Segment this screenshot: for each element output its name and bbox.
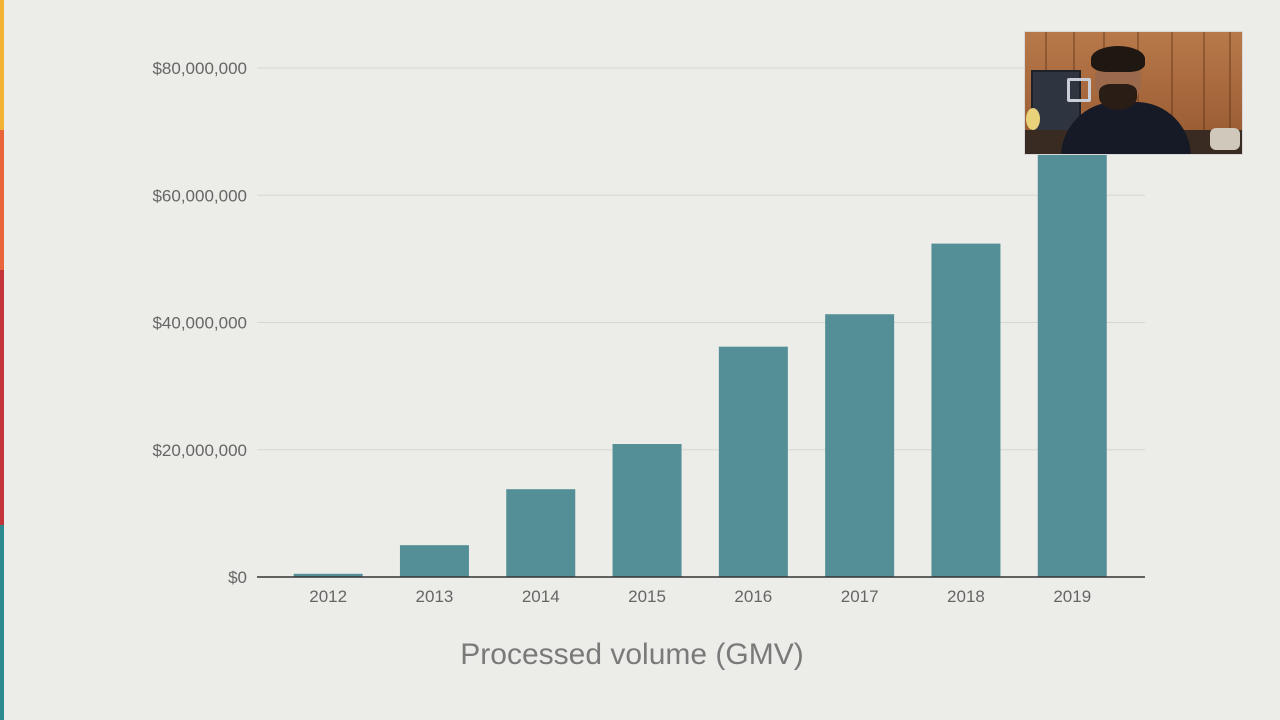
logo-glyph-icon (1067, 78, 1091, 102)
x-tick-label: 2017 (841, 587, 879, 606)
x-tick-label: 2013 (416, 587, 454, 606)
presenter-webcam (1024, 31, 1243, 155)
y-tick-label: $20,000,000 (152, 441, 247, 460)
bar-2012 (293, 573, 363, 577)
bar-2013 (399, 545, 469, 577)
bar-2015 (612, 444, 682, 577)
bar-2014 (506, 489, 576, 577)
x-tick-label: 2016 (734, 587, 772, 606)
edge-stripe-red (0, 270, 4, 525)
person-beard (1099, 84, 1137, 110)
x-tick-label: 2018 (947, 587, 985, 606)
edge-stripe-orange (0, 130, 4, 270)
y-tick-label: $40,000,000 (152, 314, 247, 333)
bar-2017 (825, 314, 895, 577)
y-tick-label: $80,000,000 (152, 59, 247, 78)
edge-stripe-yellow (0, 0, 4, 130)
x-tick-label: 2014 (522, 587, 560, 606)
chart-caption: Processed volume (GMV) (460, 638, 804, 671)
person-hair (1091, 46, 1145, 72)
bar-2018 (931, 243, 1001, 578)
edge-stripe-teal (0, 525, 4, 720)
bar-2019 (1037, 87, 1107, 578)
pillow (1210, 128, 1240, 150)
y-tick-label: $0 (228, 568, 247, 587)
y-tick-label: $60,000,000 (152, 186, 247, 205)
lamp-icon (1026, 108, 1040, 130)
x-tick-label: 2012 (309, 587, 347, 606)
x-tick-label: 2019 (1053, 587, 1091, 606)
x-tick-label: 2015 (628, 587, 666, 606)
bar-2016 (718, 346, 788, 577)
